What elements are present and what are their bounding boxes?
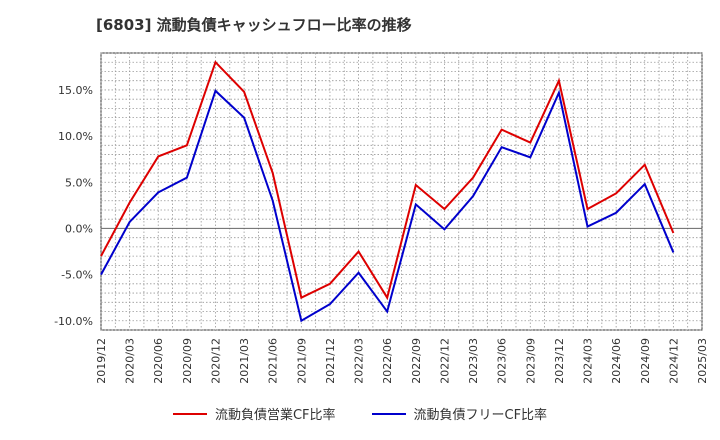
legend-item-operating-cf: 流動負債営業CF比率 [172,404,336,423]
legend-swatch-red [172,412,207,415]
x-tick-label: 2022/09 [410,338,423,384]
x-tick-label: 2022/03 [353,338,366,384]
x-tick-label: 2024/03 [582,338,595,384]
x-tick-label: 2020/12 [209,338,222,384]
y-axis-tick-labels: 15.0% 10.0% 5.0% 0.0% -5.0% -10.0% [54,84,93,328]
y-tick-label: 15.0% [58,84,93,97]
y-tick-label: 5.0% [65,176,93,189]
x-tick-label: 2025/03 [696,338,709,384]
x-tick-label: 2021/06 [267,338,280,384]
x-tick-label: 2024/12 [667,338,680,384]
y-tick-label: -10.0% [54,315,93,328]
x-tick-label: 2023/06 [496,338,509,384]
x-tick-label: 2020/06 [152,338,165,384]
y-tick-label: 10.0% [58,130,93,143]
legend-item-free-cf: 流動負債フリーCF比率 [371,404,548,423]
legend: 流動負債営業CF比率 流動負債フリーCF比率 [0,404,720,423]
series-lines [100,60,675,323]
x-tick-label: 2023/12 [553,338,566,384]
legend-label-operating-cf: 流動負債営業CF比率 [214,408,336,423]
legend-label-free-cf: 流動負債フリーCF比率 [413,408,548,423]
x-tick-label: 2024/06 [610,338,623,384]
y-tick-label: -5.0% [61,269,93,282]
x-tick-label: 2020/09 [181,338,194,384]
series-line-operating-cf [100,60,675,301]
horizontal-gridlines [101,52,702,331]
x-axis-tick-labels: 2019/12 2020/03 2020/06 2020/09 2020/12 2021/… [95,338,709,384]
x-tick-label: 2024/09 [639,338,652,384]
series-line-free-cf [100,89,675,323]
x-tick-label: 2022/12 [438,338,451,384]
legend-swatch-blue [371,412,406,415]
y-tick-label: 0.0% [65,222,93,235]
x-tick-label: 2023/09 [524,338,537,384]
x-tick-label: 2022/06 [381,338,394,384]
x-tick-label: 2019/12 [95,338,108,384]
x-tick-label: 2023/03 [467,338,480,384]
x-tick-label: 2021/12 [324,338,337,384]
x-tick-label: 2021/09 [295,338,308,384]
x-tick-label: 2021/03 [238,338,251,384]
chart-title: [6803] 流動負債キャッシュフロー比率の推移 [96,16,412,34]
x-tick-label: 2020/03 [124,338,137,384]
